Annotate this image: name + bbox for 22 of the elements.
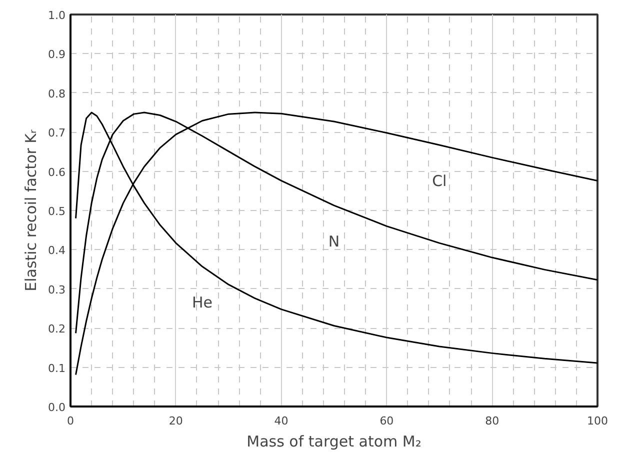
y-tick-label: 1.0	[48, 9, 66, 22]
y-tick-label: 0.5	[48, 205, 66, 218]
x-tick-label: 80	[485, 414, 500, 428]
y-tick-label: 0.8	[48, 87, 66, 100]
series-label: Cl	[432, 172, 447, 190]
y-tick-label: 0.9	[48, 48, 66, 62]
x-tick-label: 40	[274, 414, 288, 428]
y-axis-title: Elastic recoil factor Kᵣ	[22, 130, 40, 292]
series-label: N	[328, 232, 340, 250]
y-tick-label: 0.2	[48, 322, 66, 336]
x-tick-label: 100	[587, 414, 608, 428]
x-tick-label: 0	[67, 414, 74, 428]
y-tick-label: 0.0	[48, 401, 66, 414]
y-tick-label: 0.1	[48, 362, 66, 375]
x-axis-title: Mass of target atom M₂	[246, 432, 422, 450]
y-tick-label: 0.4	[48, 244, 66, 258]
series-label: He	[192, 294, 213, 312]
x-tick-label: 20	[168, 414, 183, 428]
x-tick-label: 60	[380, 414, 394, 428]
y-tick-label: 0.7	[48, 126, 66, 140]
y-tick-label: 0.6	[48, 166, 66, 179]
y-tick-label: 0.3	[48, 283, 66, 296]
